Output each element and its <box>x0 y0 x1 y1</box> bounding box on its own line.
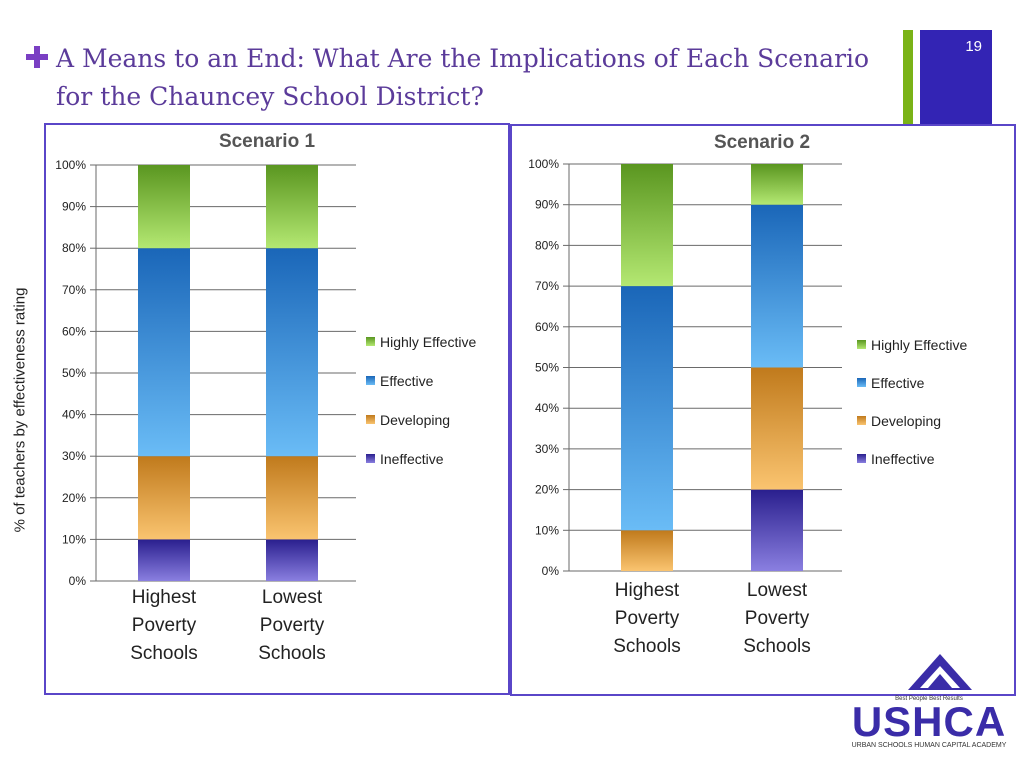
x-category-label: Lowest Poverty Schools <box>258 587 326 664</box>
legend-swatch <box>366 454 375 463</box>
bar-segment-highly-effective <box>266 165 318 249</box>
bar-segment-effective <box>751 204 803 368</box>
y-tick-label: 80% <box>535 238 559 252</box>
x-category-label: Highest Poverty Schools <box>130 587 198 664</box>
legend-label: Highly Effective <box>380 334 476 350</box>
legend-label: Developing <box>380 412 450 428</box>
logo-text: USHCA <box>851 698 1007 745</box>
bar-segment-highly-effective <box>138 165 190 249</box>
legend-label: Highly Effective <box>871 337 967 353</box>
x-category-label: Highest Poverty Schools <box>613 580 681 657</box>
legend-label: Effective <box>380 373 434 389</box>
y-tick-label: 0% <box>542 564 560 578</box>
y-tick-label: 90% <box>535 198 559 212</box>
legend-label: Effective <box>871 375 925 391</box>
scenario-1-panel: Scenario 1 0% 10% 20% 30% 40% 50% 60% 70% 80% 90% 1… <box>44 123 510 695</box>
y-tick-label: 50% <box>535 361 559 375</box>
y-tick-label: 60% <box>535 320 559 334</box>
legend-swatch <box>857 378 866 387</box>
y-axis-label: % of teachers by effectiveness rating <box>11 287 29 533</box>
slide-title: A Means to an End: What Are the Implicat… <box>56 44 870 111</box>
slide-number: 19 <box>965 38 982 55</box>
x-category-label: Lowest Poverty Schools <box>743 580 811 657</box>
legend-swatch <box>857 416 866 425</box>
bar-segment-ineffective <box>138 539 190 581</box>
bar-segment-ineffective <box>751 489 803 571</box>
logo-tagline: Best People Best Results <box>895 696 963 702</box>
legend-swatch <box>366 415 375 424</box>
legend-swatch <box>857 340 866 349</box>
y-tick-label: 30% <box>535 442 559 456</box>
logo-triangle-icon <box>908 654 972 690</box>
chart-title: Scenario 2 <box>714 132 810 153</box>
y-tick-label: 10% <box>62 532 86 546</box>
bar-segment-developing <box>751 367 803 490</box>
y-tick-label: 90% <box>62 200 86 214</box>
y-tick-label: 100% <box>528 157 559 171</box>
scenario-1-chart: Scenario 1 0% 10% 20% 30% 40% 50% 60% 70% 80% 90% 1… <box>55 131 476 664</box>
accent-bar <box>903 30 913 210</box>
legend-swatch <box>366 376 375 385</box>
bar-segment-highly-effective <box>751 164 803 205</box>
scenario-2-chart: Scenario 2 0% 10% 20% 30% 40% 50% 60% 70% 80% 90% 1… <box>528 132 967 657</box>
scenario-2-panel: Scenario 2 0% 10% 20% 30% 40% 50% 60% 70% 80% 90% 1… <box>510 124 1016 696</box>
plus-icon <box>24 44 50 70</box>
logo-subtitle: URBAN SCHOOLS HUMAN CAPITAL ACADEMY <box>851 742 1007 749</box>
legend-label: Ineffective <box>380 451 444 467</box>
y-tick-label: 10% <box>535 523 559 537</box>
y-axis-label-container: % of teachers by effectiveness rating <box>0 260 40 560</box>
legend-swatch <box>857 454 866 463</box>
bar-segment-ineffective <box>266 539 318 581</box>
bar-segment-effective <box>621 286 673 531</box>
bar-segment-highly-effective <box>621 164 673 287</box>
y-tick-label: 50% <box>62 366 86 380</box>
y-tick-label: 20% <box>62 491 86 505</box>
bar-segment-effective <box>266 248 318 457</box>
y-tick-label: 20% <box>535 483 559 497</box>
y-tick-label: 0% <box>69 574 87 588</box>
bar-segment-developing <box>266 456 318 540</box>
bar-segment-developing <box>138 456 190 540</box>
y-tick-label: 70% <box>62 283 86 297</box>
y-tick-label: 70% <box>535 279 559 293</box>
y-tick-label: 60% <box>62 324 86 338</box>
legend-swatch <box>366 337 375 346</box>
chart-title: Scenario 1 <box>219 131 316 152</box>
y-tick-label: 30% <box>62 449 86 463</box>
y-tick-label: 40% <box>535 401 559 415</box>
y-tick-label: 40% <box>62 408 86 422</box>
bar-segment-developing <box>621 530 673 571</box>
legend-label: Developing <box>871 413 941 429</box>
ushca-logo: Best People Best Results USHCA URBAN SCH… <box>848 652 1010 752</box>
bar-segment-effective <box>138 248 190 457</box>
y-tick-label: 100% <box>55 158 86 172</box>
legend-label: Ineffective <box>871 451 935 467</box>
y-tick-label: 80% <box>62 241 86 255</box>
